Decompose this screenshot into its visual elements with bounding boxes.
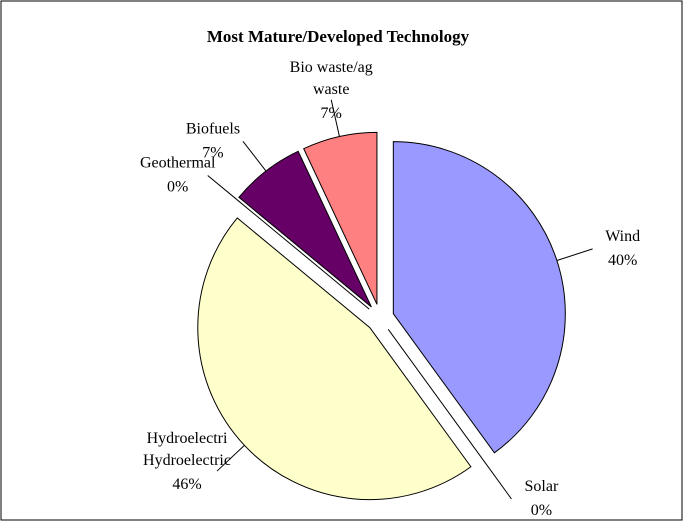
category-label: Solar: [525, 478, 559, 495]
value-label: 7%: [202, 144, 223, 161]
pie-slice: [197, 217, 472, 501]
leader-line: [330, 99, 340, 137]
pie-slice: [387, 329, 490, 469]
data-label: Solar 0%: [525, 478, 559, 519]
data-label: Hydroelectri Hydroelectric 46%: [143, 430, 231, 493]
leader-line: [556, 248, 593, 261]
data-label: Bio waste/ag waste 7%: [290, 58, 373, 121]
leader-line: [242, 141, 267, 172]
leader-line: [207, 175, 238, 200]
category-label: Geothermal: [140, 154, 216, 171]
category-label-line: Hydroelectric: [143, 452, 231, 469]
category-label: Bio waste/ag waste: [290, 58, 373, 97]
chart-title: Most Mature/Developed Technology: [207, 27, 470, 46]
value-label: 40%: [608, 252, 637, 269]
value-label: 0%: [167, 178, 188, 195]
pie-slice: [236, 199, 370, 310]
data-label: Biofuels 7%: [186, 120, 240, 161]
pie-slice: [303, 131, 378, 305]
value-label: 0%: [531, 502, 552, 519]
category-label: Wind: [605, 228, 640, 245]
value-label: 46%: [172, 476, 201, 493]
data-label: Wind 40%: [605, 228, 640, 269]
leader-line: [488, 468, 512, 500]
data-label: Geothermal 0%: [140, 154, 216, 195]
category-label: Biofuels: [186, 120, 240, 137]
value-label: 7%: [321, 104, 342, 121]
category-label-line: Bio waste/ag: [290, 58, 373, 75]
pie-slice: [238, 150, 372, 308]
category-label: Hydroelectri Hydroelectric: [143, 430, 231, 469]
leader-line: [216, 444, 245, 472]
category-label-line: waste: [313, 80, 349, 97]
category-label-line: Hydroelectri: [147, 430, 228, 447]
